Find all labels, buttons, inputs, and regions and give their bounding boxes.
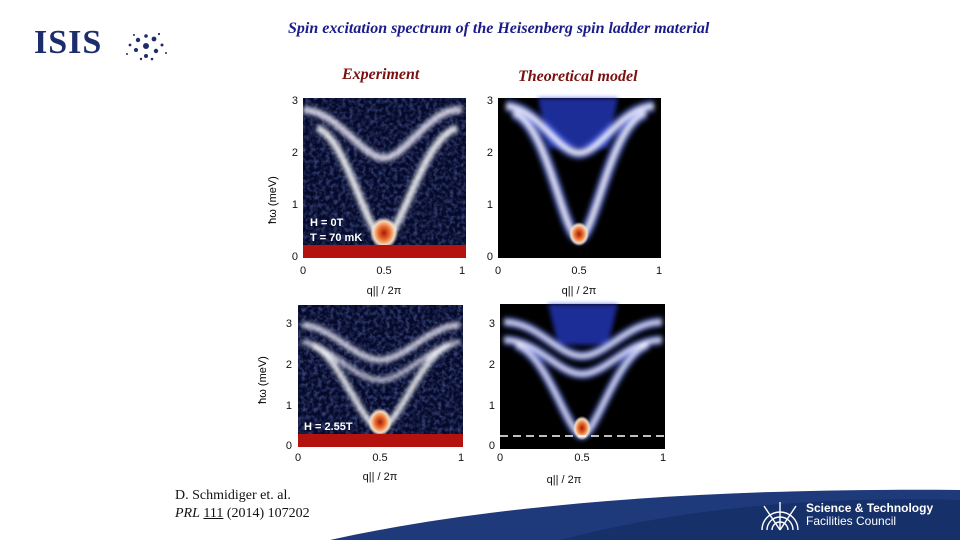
x-tick: 1 bbox=[459, 265, 465, 277]
x-tick: 0 bbox=[295, 452, 301, 464]
y-axis-label: ħω (meV) bbox=[267, 176, 279, 224]
stfc-line-2: Facilities Council bbox=[806, 514, 897, 528]
x-axis-label: q|| / 2π bbox=[562, 285, 597, 297]
y-tick: 1 bbox=[487, 199, 493, 211]
citation-rest: (2014) 107202 bbox=[226, 506, 310, 521]
footer-band bbox=[330, 489, 960, 540]
elastic-line bbox=[303, 245, 466, 258]
x-axis-label: q|| / 2π bbox=[367, 285, 402, 297]
x-tick: 1 bbox=[656, 265, 662, 277]
y-tick: 2 bbox=[286, 359, 292, 371]
citation-journal: PRL bbox=[175, 506, 200, 521]
spectral-hotspot bbox=[370, 217, 398, 249]
stfc-wordmark: Science & Technology Facilities Council bbox=[806, 502, 933, 528]
logo-globe-icon bbox=[126, 32, 167, 61]
citation-volume: 111 bbox=[203, 506, 224, 521]
x-axis-label: q|| / 2π bbox=[547, 474, 582, 486]
y-tick: 1 bbox=[292, 199, 298, 211]
citation-authors: D. Schmidiger et. al. bbox=[175, 488, 291, 503]
temperature-annotation: T = 70 mK bbox=[310, 232, 362, 244]
y-tick: 3 bbox=[487, 95, 493, 107]
theory-panel-high-field: 0 1 2 3 0 0.5 1 q|| / 2π bbox=[489, 304, 666, 486]
y-tick: 2 bbox=[487, 147, 493, 159]
isis-logo: ISIS bbox=[30, 18, 170, 68]
elastic-line bbox=[298, 434, 463, 447]
y-tick: 2 bbox=[292, 147, 298, 159]
x-axis-label: q|| / 2π bbox=[363, 471, 398, 483]
x-tick: 1 bbox=[458, 452, 464, 464]
y-tick: 3 bbox=[292, 95, 298, 107]
x-tick: 0.5 bbox=[571, 265, 586, 277]
x-tick: 0 bbox=[495, 265, 501, 277]
y-tick: 3 bbox=[489, 318, 495, 330]
theory-panel-zero-field: 0 1 2 3 0 0.5 1 q|| / 2π bbox=[487, 95, 662, 297]
slide-title: Spin excitation spectrum of the Heisenbe… bbox=[288, 20, 710, 37]
y-axis-label: ħω (meV) bbox=[257, 356, 269, 404]
y-tick: 0 bbox=[489, 440, 495, 452]
experiment-label: Experiment bbox=[342, 66, 420, 83]
x-tick: 0 bbox=[497, 452, 503, 464]
y-tick: 1 bbox=[286, 400, 292, 412]
x-tick: 0.5 bbox=[376, 265, 391, 277]
x-tick: 0.5 bbox=[574, 452, 589, 464]
y-tick: 0 bbox=[487, 251, 493, 263]
citation: D. Schmidiger et. al. PRL 111 (2014) 107… bbox=[175, 487, 310, 523]
y-tick: 3 bbox=[286, 318, 292, 330]
y-tick: 2 bbox=[489, 359, 495, 371]
theory-label: Theoretical model bbox=[518, 68, 638, 85]
logo-text: ISIS bbox=[34, 24, 103, 61]
stfc-logo-icon bbox=[761, 502, 799, 531]
field-annotation: H = 0T bbox=[310, 217, 344, 229]
experiment-panel-zero-field: ħω (meV) H = 0T T = 70 mK 0 1 2 3 0 0.5 … bbox=[267, 95, 466, 297]
x-tick: 1 bbox=[660, 452, 666, 464]
field-annotation: H = 2.55T bbox=[304, 421, 353, 433]
x-tick: 0 bbox=[300, 265, 306, 277]
experiment-panel-high-field: ħω (meV) H = 2.55T 0 1 2 3 0 0.5 1 q|| /… bbox=[257, 305, 464, 483]
x-tick: 0.5 bbox=[372, 452, 387, 464]
stfc-line-1: Science & Technology bbox=[806, 501, 934, 515]
y-tick: 0 bbox=[292, 251, 298, 263]
y-tick: 0 bbox=[286, 440, 292, 452]
y-tick: 1 bbox=[489, 400, 495, 412]
citation-reference: PRL 111 (2014) 107202 bbox=[175, 505, 310, 523]
